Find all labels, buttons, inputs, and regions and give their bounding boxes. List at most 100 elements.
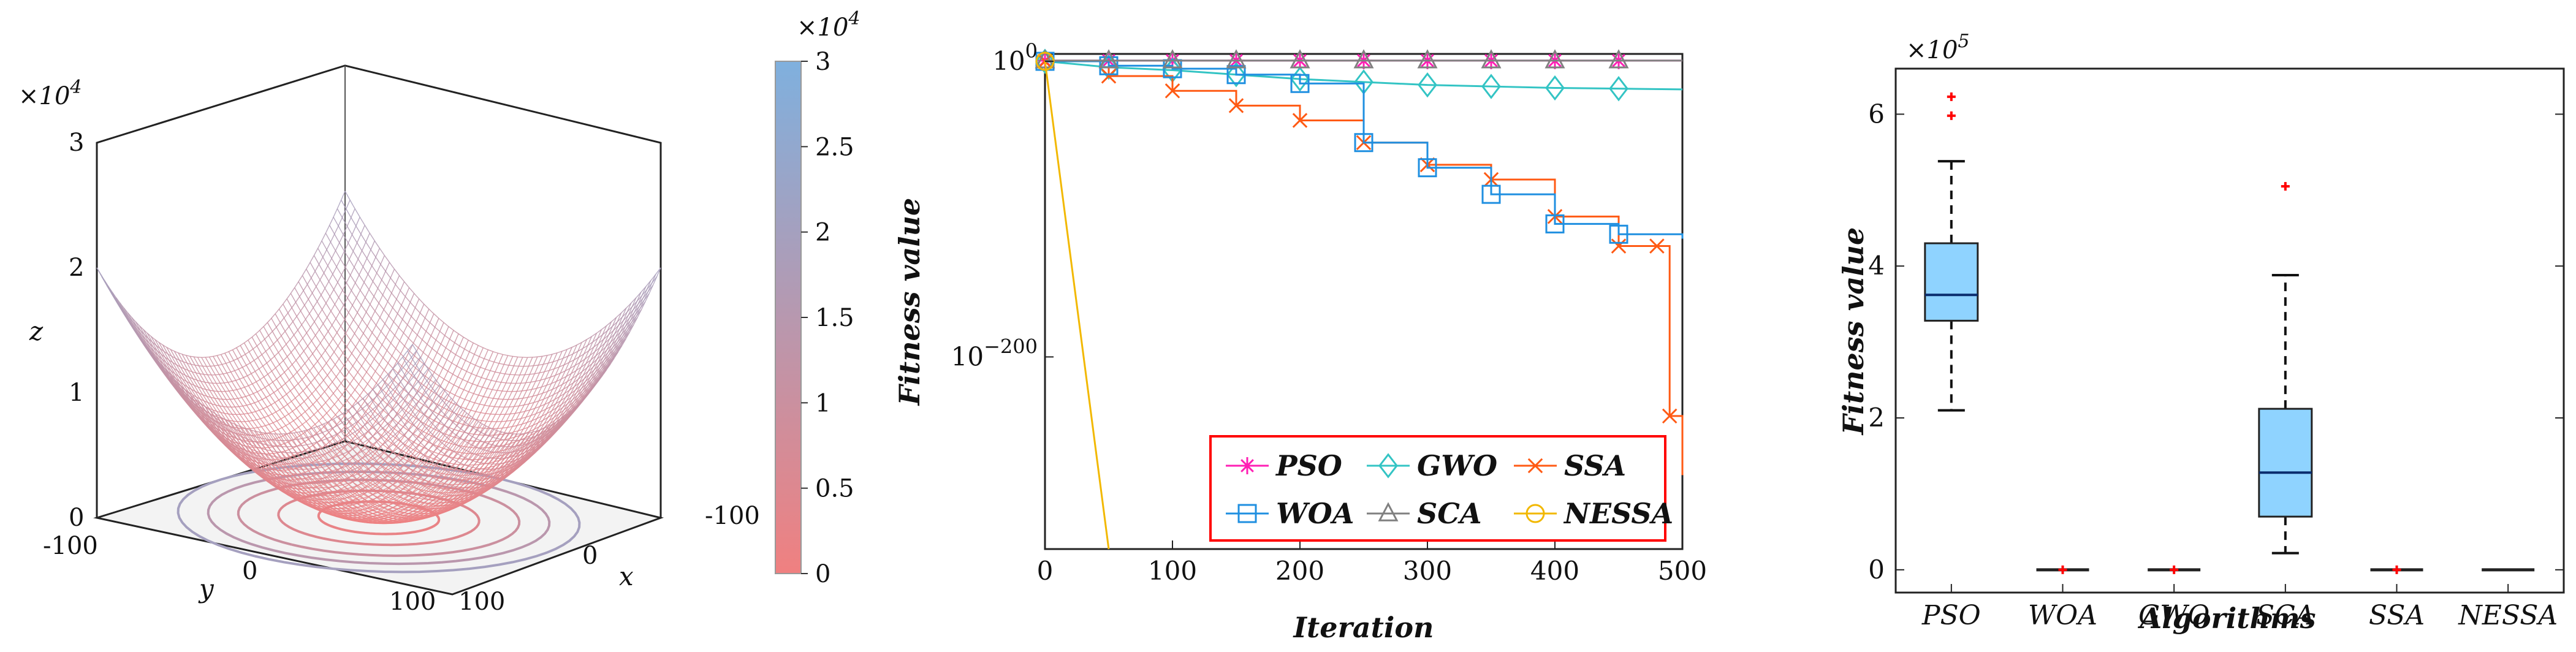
mesh-line-y (430, 491, 438, 498)
mesh-line-y (528, 422, 536, 433)
mesh-line-y (447, 427, 454, 434)
mesh-line-y (400, 452, 407, 461)
mesh-line-x (193, 357, 202, 371)
mesh-line-x (372, 252, 381, 265)
mesh-line-x (448, 456, 457, 459)
mesh-line-y (504, 371, 512, 385)
mesh-line-y (203, 388, 210, 391)
mesh-line-y (209, 390, 216, 392)
mesh-line-x (360, 278, 370, 290)
mesh-line-y (512, 436, 519, 447)
mesh-line-x (338, 368, 347, 379)
mesh-line-x (354, 483, 363, 490)
mesh-line-x (238, 434, 247, 439)
mesh-line-y (420, 452, 428, 461)
mesh-line-x (226, 445, 235, 453)
mesh-line-x (443, 416, 452, 426)
mesh-line-x (234, 436, 243, 442)
mesh-line-y (436, 512, 443, 515)
mesh-line-x (314, 415, 324, 426)
mesh-line-x (334, 446, 343, 455)
mesh-line-x (295, 415, 304, 426)
mesh-line-x (276, 469, 285, 479)
mesh-line-y (506, 463, 514, 467)
mesh-line-x (428, 388, 437, 395)
mesh-line-y (564, 414, 572, 422)
mesh-line-y (448, 383, 455, 396)
mesh-line-x (259, 351, 268, 365)
mesh-line-y (406, 444, 413, 453)
mesh-line-y (235, 377, 243, 381)
mesh-line-y (437, 480, 444, 484)
mesh-line-y (323, 261, 331, 273)
mesh-line-y (301, 266, 308, 278)
mesh-line-y (429, 418, 437, 429)
mesh-line-x (384, 336, 393, 346)
mesh-line-y (588, 343, 596, 358)
mesh-line-y (284, 433, 291, 445)
mesh-line-x (416, 295, 425, 305)
mesh-line-y (189, 355, 197, 358)
mesh-line-y (360, 275, 368, 289)
mesh-line-x (477, 425, 487, 437)
mesh-line-x (263, 367, 273, 381)
mesh-line-y (583, 377, 591, 389)
mesh-line-y (401, 497, 409, 502)
mesh-line-y (239, 396, 246, 399)
mesh-line-x (348, 468, 357, 472)
mesh-line-x (344, 515, 352, 517)
mesh-line-y (398, 344, 406, 357)
mesh-line-y (528, 444, 534, 449)
mesh-line-x (364, 459, 373, 464)
mesh-line-x (317, 351, 327, 363)
mesh-line-y (303, 471, 311, 480)
mesh-line-y (406, 457, 414, 464)
mesh-line-y (324, 240, 332, 253)
mesh-line-x (408, 313, 417, 322)
mesh-line-y (418, 502, 425, 508)
mesh-line-x (215, 430, 223, 438)
mesh-line-x (357, 257, 366, 270)
mesh-line-y (348, 461, 355, 469)
mesh-line-x (173, 351, 183, 366)
mesh-line-y (296, 403, 303, 409)
mesh-line-x (267, 322, 276, 337)
mesh-line-x (275, 426, 284, 438)
mesh-line-x (322, 389, 331, 400)
mesh-line-y (431, 336, 438, 351)
mesh-line-y (424, 463, 431, 469)
mesh-line-x (131, 322, 140, 336)
mesh-line-x (321, 458, 330, 462)
mesh-line-x (416, 363, 425, 374)
mesh-line-y (395, 516, 403, 518)
mesh-line-y (618, 317, 626, 331)
mesh-line-y (260, 416, 267, 420)
mesh-line-y (405, 515, 411, 519)
mesh-line-y (405, 445, 412, 453)
mesh-line-y (465, 494, 471, 496)
mesh-line-y (482, 395, 490, 409)
mesh-line-y (466, 405, 474, 418)
mesh-line-y (558, 420, 566, 428)
mesh-line-x (245, 449, 254, 459)
mesh-line-x (289, 491, 298, 495)
mesh-line-y (444, 469, 451, 478)
mesh-line-y (504, 453, 512, 463)
mesh-line-x (446, 474, 455, 482)
mesh-line-x (455, 331, 464, 338)
mesh-line-y (270, 311, 278, 320)
mesh-line-x (360, 218, 370, 232)
mesh-line-x (344, 476, 353, 480)
mesh-line-y (597, 344, 604, 358)
mesh-line-y (473, 393, 480, 406)
mesh-line-y (467, 450, 474, 455)
mesh-line-x (338, 389, 347, 400)
mesh-line-x (278, 457, 286, 459)
mesh-line-y (337, 214, 344, 228)
mesh-line-y (396, 413, 403, 423)
mesh-line-y (351, 397, 359, 407)
mesh-line-y (496, 409, 503, 422)
mesh-line-x (251, 336, 260, 352)
mesh-line-x (340, 517, 348, 520)
mesh-line-y (541, 422, 549, 433)
